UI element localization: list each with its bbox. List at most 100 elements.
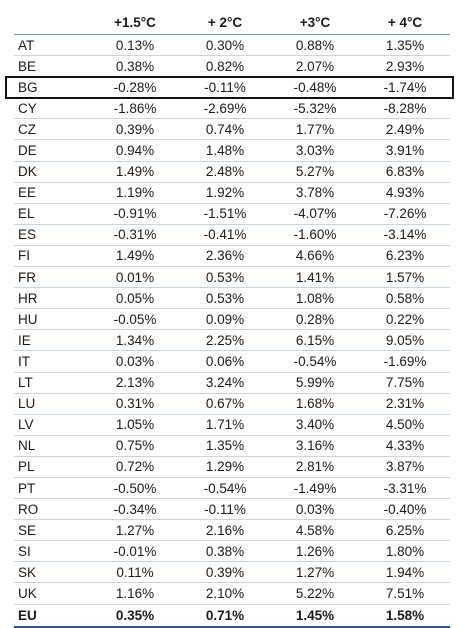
- header-row: +1.5°C + 2°C +3°C + 4°C: [14, 10, 450, 35]
- value-cell: -0.01%: [90, 540, 180, 563]
- value-cell: 3.91%: [360, 139, 450, 162]
- value-cell: 2.49%: [360, 118, 450, 141]
- country-code-cell: IE: [14, 329, 90, 352]
- table-row: PL 0.72% 1.29% 2.81% 3.87%: [14, 456, 450, 478]
- value-cell: 1.71%: [180, 414, 270, 436]
- value-cell: 5.99%: [270, 372, 360, 394]
- country-code-cell: BE: [14, 55, 90, 78]
- value-cell: 6.23%: [360, 245, 450, 268]
- value-cell: -7.26%: [360, 203, 450, 225]
- value-cell: 0.03%: [90, 350, 180, 373]
- value-cell: -0.41%: [180, 224, 270, 246]
- country-code-cell: LT: [14, 372, 90, 394]
- column-header-2c: + 2°C: [180, 10, 270, 35]
- value-cell: -1.51%: [180, 203, 270, 225]
- table-row: DE 0.94% 1.48% 3.03% 3.91%: [14, 139, 450, 162]
- value-cell: 1.35%: [360, 34, 450, 57]
- value-cell: 0.75%: [90, 435, 180, 457]
- country-code-cell: EU: [14, 603, 90, 628]
- table-row: SE 1.27% 2.16% 4.58% 6.25%: [14, 519, 450, 542]
- country-code-cell: SK: [14, 561, 90, 584]
- table-row: RO -0.34% -0.11% 0.03% -0.40%: [14, 498, 450, 521]
- value-cell: 1.26%: [270, 540, 360, 563]
- value-cell: 1.94%: [360, 561, 450, 584]
- value-cell: 0.53%: [180, 266, 270, 289]
- column-header-3c: +3°C: [270, 10, 360, 35]
- value-cell: 4.33%: [360, 435, 450, 457]
- value-cell: 1.19%: [90, 182, 180, 204]
- value-cell: 1.92%: [180, 182, 270, 204]
- value-cell: 4.50%: [360, 414, 450, 436]
- value-cell: 0.38%: [180, 540, 270, 563]
- table-row: NL 0.75% 1.35% 3.16% 4.33%: [14, 435, 450, 457]
- value-cell: 1.80%: [360, 540, 450, 563]
- value-cell: 1.27%: [270, 561, 360, 584]
- value-cell: 0.13%: [90, 34, 180, 57]
- table-row: LU 0.31% 0.67% 1.68% 2.31%: [14, 393, 450, 415]
- value-cell: 3.40%: [270, 414, 360, 436]
- country-code-cell: PL: [14, 456, 90, 478]
- value-cell: -0.05%: [90, 308, 180, 331]
- country-code-cell: SI: [14, 540, 90, 563]
- table-row: CZ 0.39% 0.74% 1.77% 2.49%: [14, 118, 450, 141]
- value-cell: 0.11%: [90, 561, 180, 584]
- value-cell: -0.40%: [360, 498, 450, 521]
- value-cell: -2.69%: [180, 97, 270, 120]
- value-cell: -0.54%: [180, 477, 270, 500]
- table-row: SI -0.01% 0.38% 1.26% 1.80%: [14, 540, 450, 563]
- table-row: BG -0.28% -0.11% -0.48% -1.74%: [14, 76, 450, 99]
- country-code-cell: SE: [14, 519, 90, 542]
- value-cell: 0.58%: [360, 287, 450, 310]
- value-cell: -5.32%: [270, 97, 360, 120]
- country-code-cell: RO: [14, 498, 90, 521]
- value-cell: 5.22%: [270, 582, 360, 605]
- country-code-cell: FR: [14, 266, 90, 289]
- value-cell: 2.36%: [180, 245, 270, 268]
- country-code-cell: DE: [14, 139, 90, 162]
- value-cell: 1.57%: [360, 266, 450, 289]
- value-cell: 7.51%: [360, 582, 450, 605]
- table-row: ES -0.31% -0.41% -1.60% -3.14%: [14, 224, 450, 246]
- value-cell: 1.68%: [270, 393, 360, 415]
- table-row: AT 0.13% 0.30% 0.88% 1.35%: [14, 34, 450, 57]
- warming-impact-table: +1.5°C + 2°C +3°C + 4°C AT 0.13% 0.30% 0.88…: [14, 10, 450, 628]
- value-cell: 3.78%: [270, 182, 360, 204]
- value-cell: 9.05%: [360, 329, 450, 352]
- value-cell: 2.81%: [270, 456, 360, 478]
- table-row: SK 0.11% 0.39% 1.27% 1.94%: [14, 561, 450, 584]
- value-cell: 2.93%: [360, 55, 450, 78]
- table-row: PT -0.50% -0.54% -1.49% -3.31%: [14, 477, 450, 500]
- value-cell: 2.07%: [270, 55, 360, 78]
- value-cell: 4.93%: [360, 182, 450, 204]
- value-cell: 2.48%: [180, 161, 270, 183]
- value-cell: 1.77%: [270, 118, 360, 141]
- value-cell: 0.09%: [180, 308, 270, 331]
- value-cell: 1.27%: [90, 519, 180, 542]
- country-code-cell: HR: [14, 287, 90, 310]
- table-row: UK 1.16% 2.10% 5.22% 7.51%: [14, 582, 450, 605]
- table-row: HU -0.05% 0.09% 0.28% 0.22%: [14, 308, 450, 331]
- value-cell: -0.28%: [90, 76, 180, 99]
- value-cell: 1.29%: [180, 456, 270, 478]
- country-code-cell: UK: [14, 582, 90, 605]
- value-cell: 4.58%: [270, 519, 360, 542]
- value-cell: -0.34%: [90, 498, 180, 521]
- table-row: DK 1.49% 2.48% 5.27% 6.83%: [14, 161, 450, 183]
- value-cell: 0.39%: [90, 118, 180, 141]
- value-cell: 7.75%: [360, 372, 450, 394]
- column-header-1-5c: +1.5°C: [90, 10, 180, 35]
- country-code-cell: IT: [14, 350, 90, 373]
- table-body: AT 0.13% 0.30% 0.88% 1.35% BE 0.38% 0.82% 2.07% 2…: [14, 34, 450, 628]
- value-cell: 0.38%: [90, 55, 180, 78]
- value-cell: 0.35%: [90, 603, 180, 628]
- value-cell: 0.82%: [180, 55, 270, 78]
- value-cell: 0.67%: [180, 393, 270, 415]
- table-row: BE 0.38% 0.82% 2.07% 2.93%: [14, 55, 450, 78]
- value-cell: -1.60%: [270, 224, 360, 246]
- value-cell: 2.10%: [180, 582, 270, 605]
- table-sheet: +1.5°C + 2°C +3°C + 4°C AT 0.13% 0.30% 0.88…: [5, 10, 454, 628]
- value-cell: -0.31%: [90, 224, 180, 246]
- value-cell: -4.07%: [270, 203, 360, 225]
- value-cell: 0.05%: [90, 287, 180, 310]
- value-cell: -1.86%: [90, 97, 180, 120]
